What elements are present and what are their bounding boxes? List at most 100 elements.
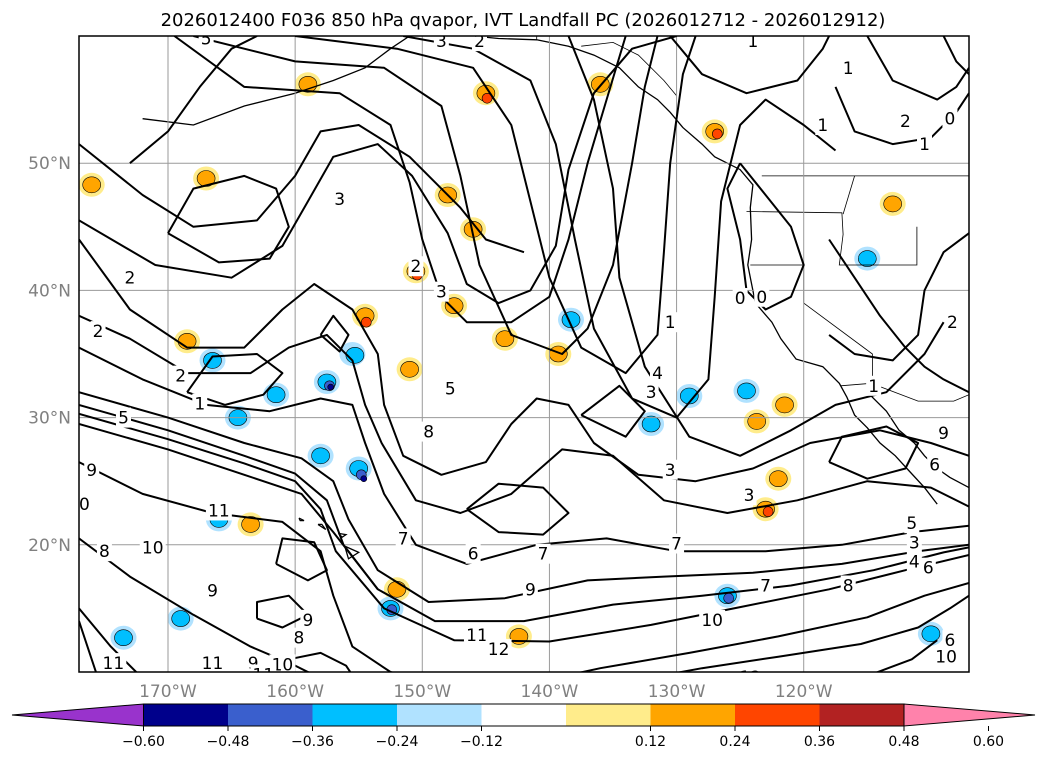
contour-label: 11 — [103, 654, 125, 674]
anomaly-blob — [548, 345, 568, 363]
contour-label-bg — [942, 630, 958, 651]
contour-label-bg — [904, 513, 920, 534]
colorbar-tick-label: −0.24 — [376, 734, 419, 750]
contour-line — [79, 36, 677, 305]
contour-label-bg — [100, 653, 127, 672]
contour-label: 6 — [929, 456, 940, 476]
anomaly-blob — [360, 475, 368, 483]
colorbar-segment — [312, 704, 398, 726]
contour-label: 9 — [938, 424, 949, 444]
colorbar-tick-label: 0.24 — [719, 734, 750, 750]
anomaly-blob — [171, 610, 190, 627]
contour-label-bg — [942, 108, 958, 129]
contour-label-bg — [472, 36, 487, 52]
contour-label: 8 — [294, 629, 305, 649]
contour-label: 1 — [843, 59, 854, 79]
contour-label-bg — [205, 500, 232, 521]
contour-label-bg — [917, 134, 932, 155]
contour-label-bg — [669, 533, 685, 554]
contour-label: 3 — [909, 533, 920, 553]
anomaly-blob — [775, 396, 794, 414]
contour-label: 2 — [175, 367, 186, 387]
contour-label-bg — [745, 36, 761, 52]
contour-label: 10 — [142, 538, 164, 558]
contour-line — [669, 36, 830, 95]
contour-label: 3 — [665, 461, 676, 481]
anomaly-blob — [916, 687, 934, 703]
contour-line — [79, 403, 969, 623]
contour-label: 9 — [207, 582, 218, 602]
anomaly-blob — [481, 93, 493, 104]
contour-label-bg — [840, 57, 856, 78]
contour-label-bg — [920, 557, 936, 578]
contour-label-bg — [345, 677, 360, 697]
contour-line — [834, 86, 969, 146]
colorbar-tick-label: −0.12 — [460, 734, 503, 750]
contour-label: 5 — [201, 30, 212, 50]
contour-label-bg — [198, 36, 214, 49]
contour-label-bg — [421, 421, 437, 442]
contour-label-bg — [754, 286, 770, 307]
contour-label-bg — [906, 532, 922, 553]
contour-label: 2 — [411, 257, 422, 277]
contour-label-bg — [395, 528, 411, 549]
anomaly-blob — [495, 330, 515, 348]
contour-label-bg — [650, 363, 665, 384]
contour-label-bg — [433, 281, 449, 302]
contour-line — [466, 482, 570, 536]
contour-label-bg — [79, 494, 92, 515]
anomaly-blob — [723, 592, 735, 604]
contour-label: 12 — [488, 640, 510, 660]
contour-label: 3 — [436, 283, 447, 303]
anomaly-blob — [311, 447, 330, 465]
contour-label: 3 — [646, 383, 657, 403]
contour-label-bg — [84, 459, 100, 480]
contour-label: 5 — [118, 409, 129, 429]
lon-label: 140°W — [521, 682, 579, 702]
contour-line — [255, 651, 352, 672]
contour-label: 7 — [347, 678, 358, 698]
anomaly-blob — [737, 382, 756, 400]
contour-label: 9 — [302, 611, 313, 631]
contour-label: 9 — [525, 580, 536, 600]
contour-label: 9 — [86, 461, 97, 481]
contour-label-bg — [933, 646, 960, 667]
contour-line — [942, 36, 969, 75]
anomaly-blob — [883, 195, 903, 213]
anomaly-blob — [768, 470, 788, 488]
lon-label: 130°W — [648, 682, 706, 702]
contour-label-bg — [741, 485, 757, 506]
colorbar-segment — [650, 704, 736, 726]
coastline — [298, 517, 305, 522]
anomaly-blob — [298, 76, 318, 93]
contour-line — [79, 238, 969, 483]
contour-line — [79, 620, 97, 672]
lon-label: 150°W — [393, 682, 451, 702]
longitude-labels: 170°W 160°W 150°W 140°W 130°W 120°W — [139, 682, 833, 702]
contour-label: 2 — [947, 313, 958, 333]
colorbar-extend-high — [903, 703, 1036, 727]
anomaly-blob — [921, 625, 941, 643]
political-borders — [536, 36, 969, 402]
contour-label: 10 — [68, 495, 90, 515]
lon-label: 160°W — [266, 682, 324, 702]
border-line — [840, 382, 969, 402]
contour-label: 2 — [900, 112, 911, 132]
colorbar-segment — [566, 704, 651, 726]
anomaly-blob — [444, 297, 464, 315]
contour-label-bg — [442, 378, 458, 399]
colorbar-segment — [228, 704, 313, 726]
border-line — [581, 41, 677, 97]
contour-line — [275, 537, 328, 582]
contour-label: 0 — [735, 289, 746, 309]
contour-label: 8 — [423, 423, 434, 443]
contour-label: 3 — [744, 486, 755, 506]
contour-label-bg — [116, 407, 131, 428]
contour-label-bg — [332, 188, 348, 209]
contour-line — [567, 36, 945, 457]
contour-line — [675, 594, 969, 672]
contour-label: 11 — [466, 626, 488, 646]
anomaly-blob — [857, 250, 877, 267]
colorbar-tick-label: 0.12 — [635, 734, 666, 750]
contour-label: 2 — [93, 322, 104, 342]
